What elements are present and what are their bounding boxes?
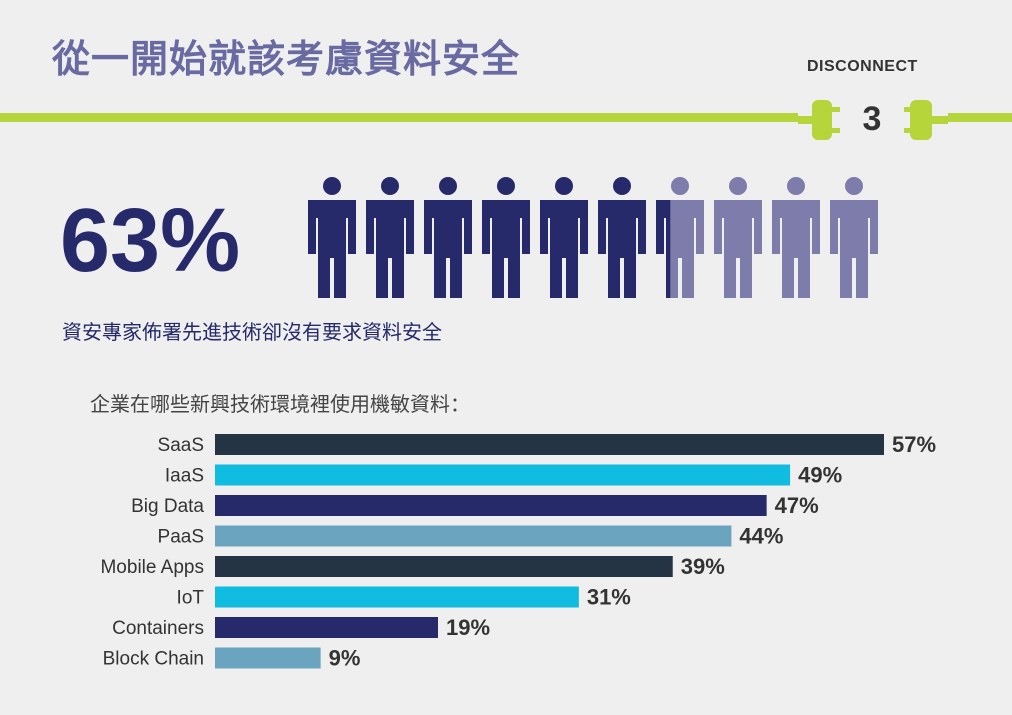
value-label: 9%: [329, 646, 361, 671]
value-label: 19%: [446, 615, 490, 640]
chart-question: 企業在哪些新興技術環境裡使用機敏資料：: [90, 392, 470, 416]
bar: [215, 556, 673, 577]
step-number: 3: [863, 100, 882, 138]
person-icon: [308, 177, 356, 298]
bar: [215, 586, 579, 608]
people-pictogram: [308, 177, 878, 298]
plug-icon: 3: [798, 92, 948, 148]
category-label: Block Chain: [103, 649, 204, 670]
bar-chart: SaaS 57% IaaS 49% Big Data 47% PaaS 44% Mobile A…: [100, 432, 936, 671]
bar: [215, 495, 767, 516]
category-label: IoT: [177, 588, 205, 609]
accent-rule: [0, 113, 1012, 122]
value-label: 39%: [681, 554, 725, 579]
category-label: PaaS: [158, 527, 204, 548]
person-icon: [772, 177, 820, 298]
page-title: 從一開始就該考慮資料安全: [52, 37, 521, 81]
category-label: Mobile Apps: [100, 557, 204, 578]
value-label: 47%: [775, 493, 819, 518]
person-icon: [540, 177, 588, 298]
person-icon: [656, 200, 671, 298]
category-label: SaaS: [158, 435, 204, 456]
value-label: 31%: [587, 585, 631, 610]
category-label: IaaS: [165, 466, 204, 487]
bar: [215, 434, 884, 455]
bar: [215, 647, 321, 669]
stat-percent: 63%: [60, 191, 241, 291]
person-icon: [482, 177, 530, 298]
person-icon: [830, 177, 878, 298]
bar: [215, 617, 438, 638]
person-icon: [714, 177, 762, 298]
person-icon: [670, 177, 704, 298]
bar: [215, 464, 791, 486]
category-label: Big Data: [131, 496, 204, 517]
brand-label: DISCONNECT: [807, 58, 918, 75]
person-icon: [366, 177, 414, 298]
stat-caption: 資安專家佈署先進技術卻沒有要求資料安全: [62, 320, 442, 344]
category-label: Containers: [112, 618, 204, 639]
person-icon: [598, 177, 646, 298]
value-label: 49%: [798, 463, 842, 488]
bar: [215, 525, 732, 547]
value-label: 57%: [892, 432, 936, 457]
person-icon: [424, 177, 472, 298]
value-label: 44%: [739, 524, 783, 549]
